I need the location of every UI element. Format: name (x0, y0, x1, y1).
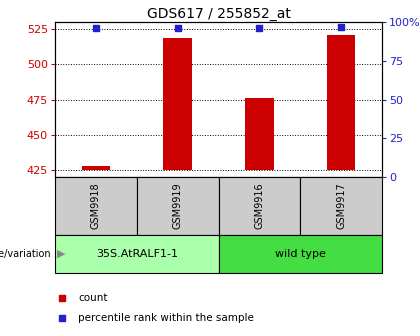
Text: 35S.AtRALF1-1: 35S.AtRALF1-1 (96, 249, 178, 259)
Title: GDS617 / 255852_at: GDS617 / 255852_at (147, 7, 291, 21)
Text: percentile rank within the sample: percentile rank within the sample (78, 313, 254, 323)
Point (92, 26, 99, 31)
Text: GSM9916: GSM9916 (255, 183, 264, 229)
Text: GSM9917: GSM9917 (336, 183, 346, 229)
Text: GSM9919: GSM9919 (173, 183, 183, 229)
Bar (137, 177, 218, 235)
Bar (55, 177, 137, 235)
Bar (245, 98, 274, 170)
Bar (81, 166, 110, 170)
Bar (218, 235, 382, 273)
Point (58, 295, 65, 300)
Point (58, 315, 65, 321)
Point (256, 26, 263, 31)
Bar (163, 38, 192, 170)
Text: genotype/variation: genotype/variation (0, 249, 51, 259)
Text: wild type: wild type (275, 249, 326, 259)
Bar (327, 35, 355, 170)
Bar (218, 177, 300, 235)
Text: GSM9918: GSM9918 (91, 183, 101, 229)
Bar (55, 235, 218, 273)
Text: count: count (78, 293, 108, 303)
Text: ▶: ▶ (57, 249, 66, 259)
Point (338, 24, 344, 29)
Bar (300, 177, 382, 235)
Point (174, 26, 181, 31)
